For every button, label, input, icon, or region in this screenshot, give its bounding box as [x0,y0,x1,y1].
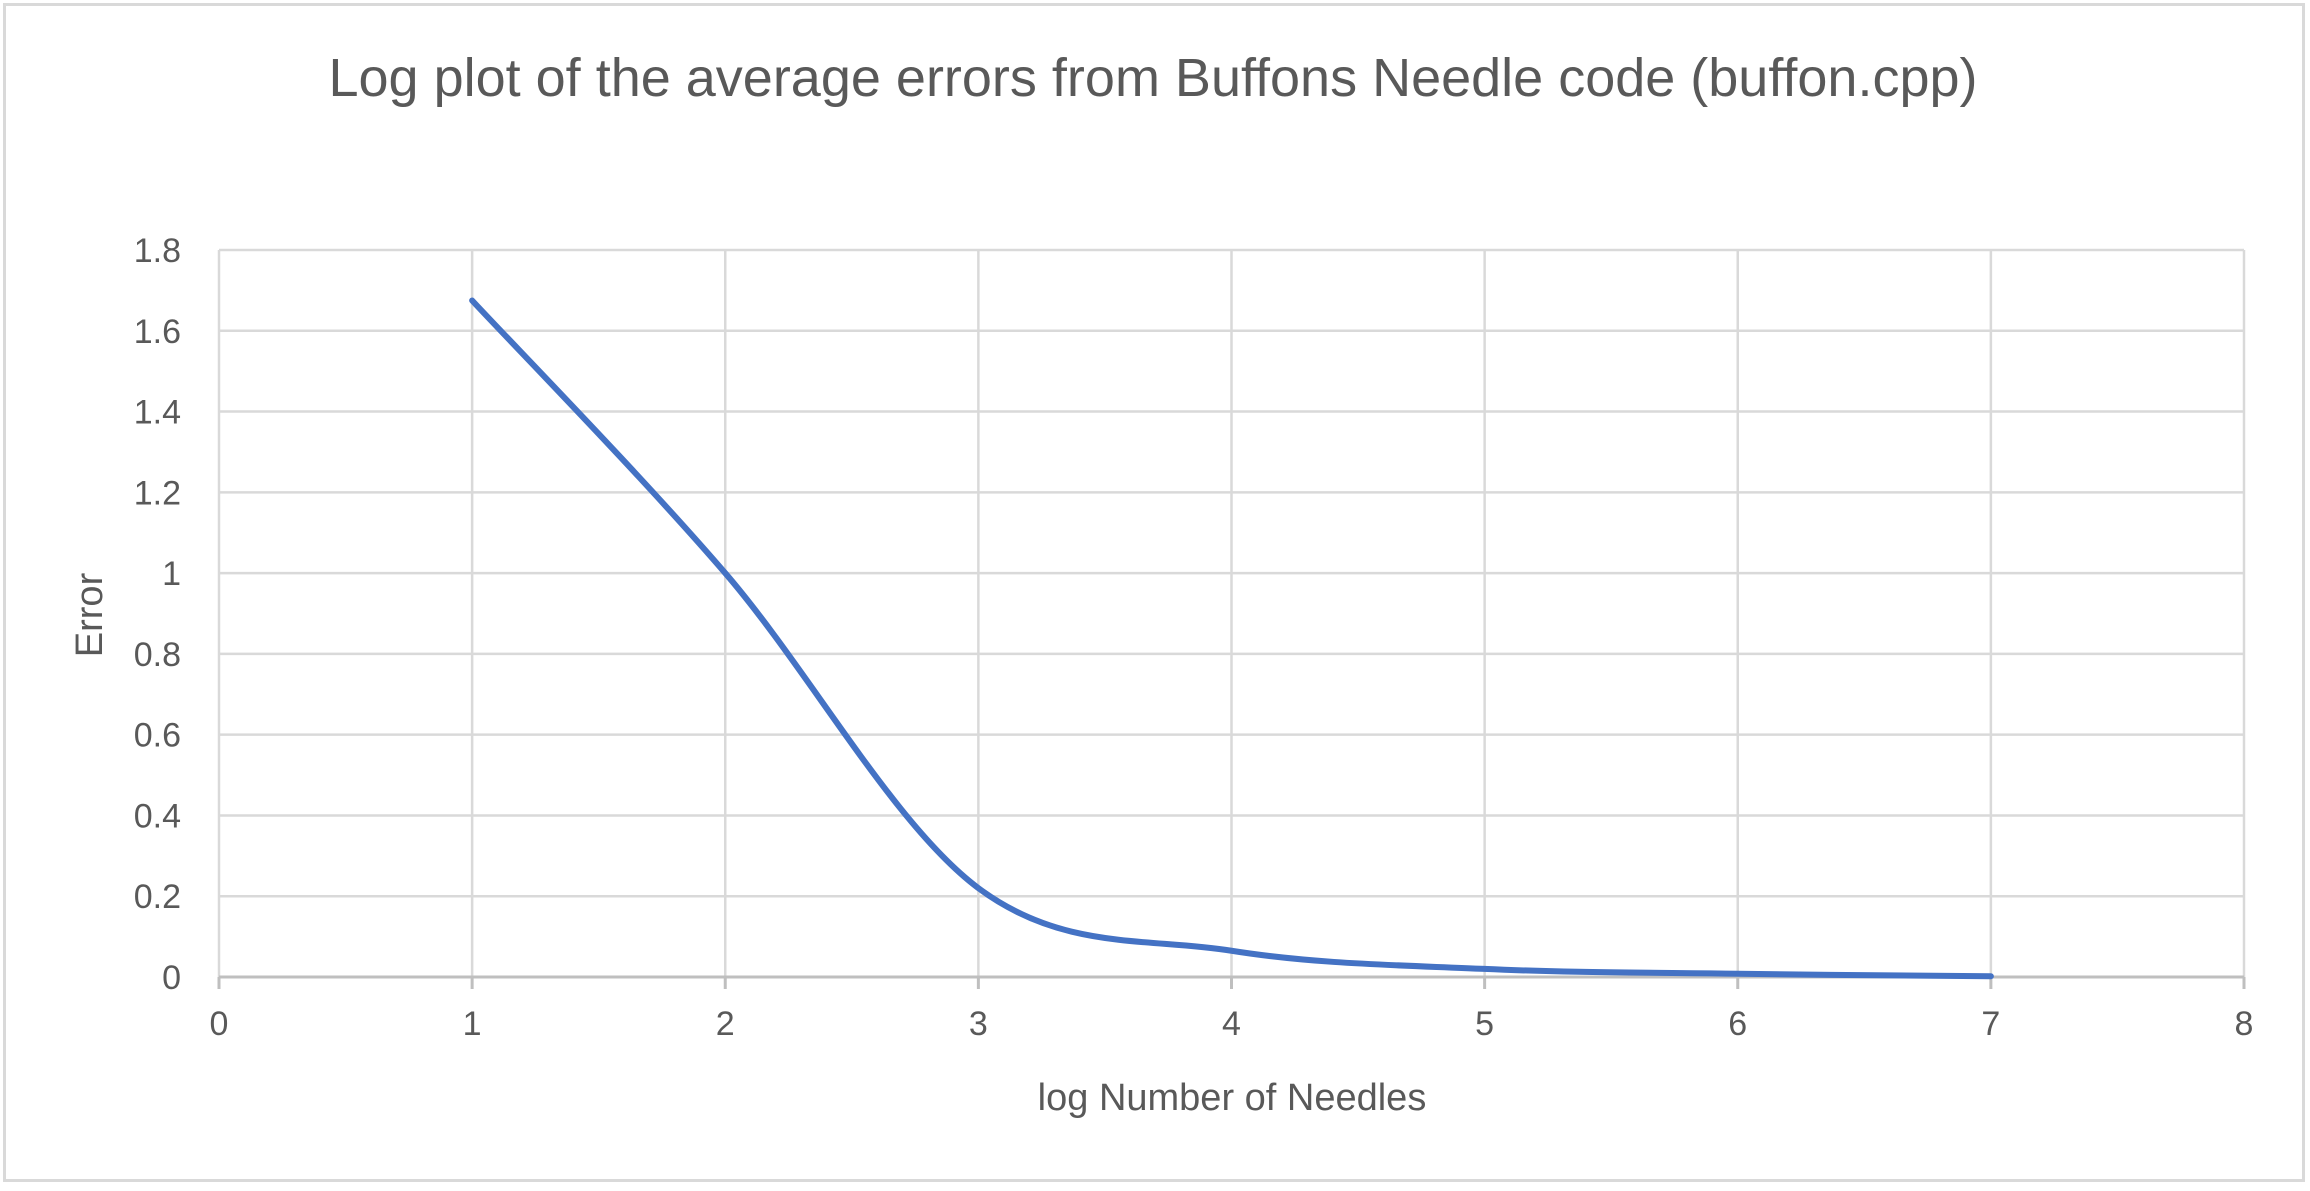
axes [217,975,2246,989]
chart-title: Log plot of the average errors from Buff… [328,48,1977,108]
y-tick-label: 0.4 [134,797,181,835]
y-tick-label: 1.8 [134,232,181,270]
y-axis-label: Error [69,572,111,657]
x-tick-label: 1 [463,1005,482,1043]
x-tick-label: 5 [1475,1005,1494,1043]
data-point [1482,966,1488,972]
data-point [1988,973,1994,979]
y-tick-label: 1.4 [134,394,181,432]
x-tick-label: 8 [2235,1005,2254,1043]
data-point [975,885,981,891]
y-tick-label: 1.6 [134,313,181,351]
y-tick-label: 1 [162,555,181,593]
y-tick-label: 0.2 [134,878,181,916]
x-tick-label: 6 [1728,1005,1747,1043]
x-tick-label: 0 [210,1005,229,1043]
tick-labels: 0 1 2 3 4 5 6 7 8 0 0.2 0.4 0.6 0.8 1 1.2 1.4 1.6 1.8 [134,232,2254,1043]
x-tick-label: 7 [1981,1005,2000,1043]
series-line [469,297,1994,980]
x-tick-label: 2 [716,1005,735,1043]
gridlines [217,248,2246,977]
data-point [722,570,728,576]
y-tick-label: 0 [162,959,181,997]
chart-area [3,3,2305,1182]
y-tick-label: 0.8 [134,636,181,674]
x-axis-label: log Number of Needles [1038,1077,1427,1119]
x-tick-label: 3 [969,1005,988,1043]
data-point [469,297,475,303]
y-tick-label: 1.2 [134,474,181,512]
data-point [1229,948,1235,954]
y-tick-label: 0.6 [134,717,181,755]
x-tick-label: 4 [1222,1005,1241,1043]
series-layer [469,297,1994,980]
data-point [1735,971,1741,977]
